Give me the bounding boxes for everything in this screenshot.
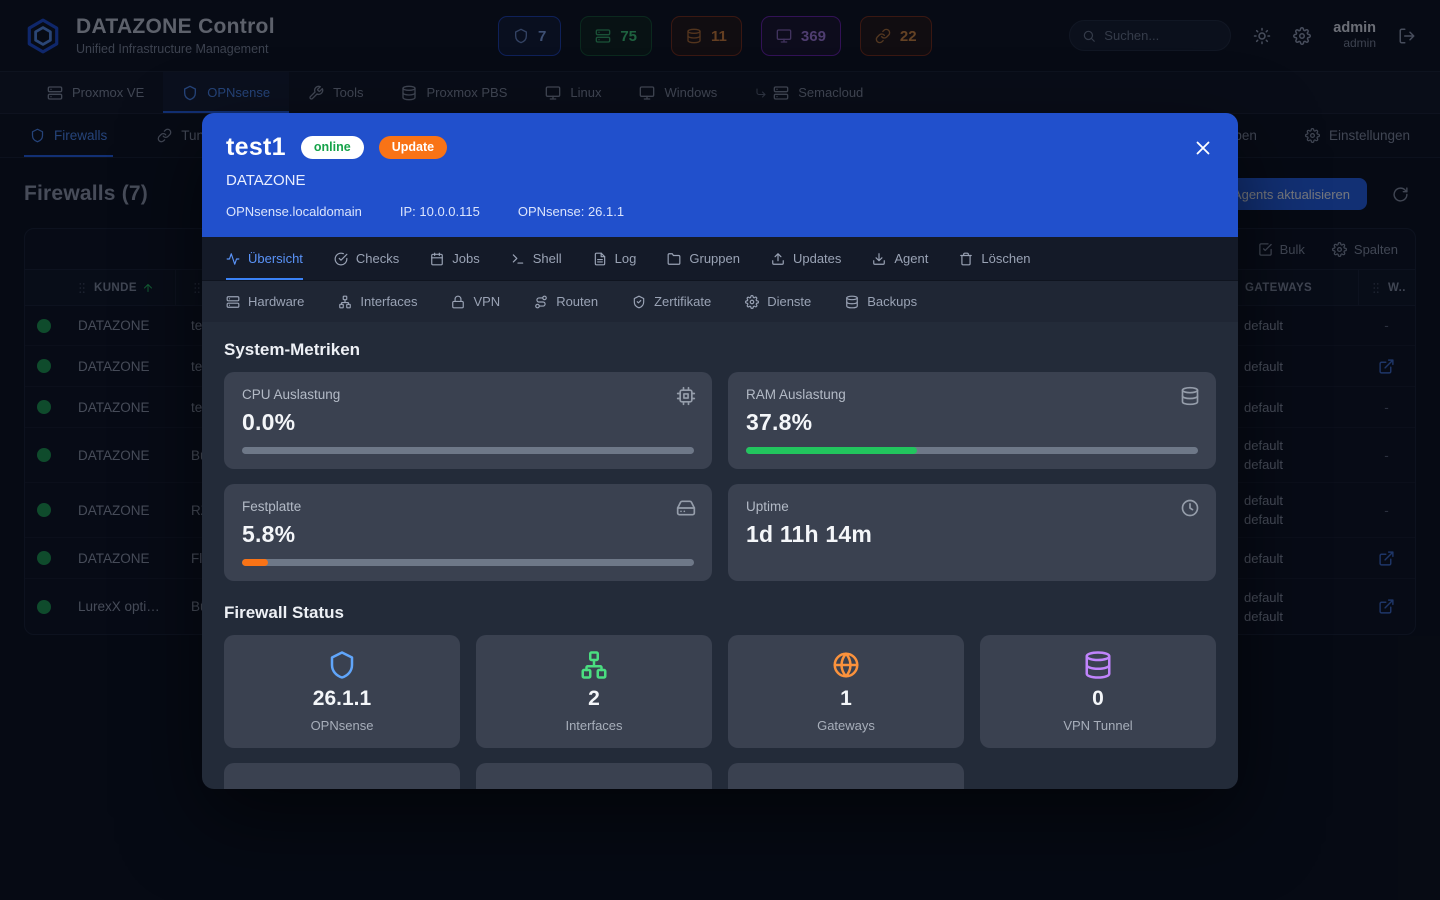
status-value: 0 (1092, 687, 1104, 710)
metric-card-ram: RAM Auslastung 37.8% (728, 372, 1216, 469)
subtab-hardware[interactable]: Hardware (226, 294, 304, 309)
harddrive-icon (676, 498, 696, 518)
modal-tabs: Übersicht Checks Jobs Shell Log Gruppen (202, 237, 1238, 281)
online-status-badge: online (300, 136, 364, 159)
database-icon (1180, 386, 1200, 406)
status-cards-grid: 26.1.1 OPNsense 2 Interfaces 1 Gateways … (224, 635, 1216, 748)
lock-icon (451, 295, 465, 309)
upload-icon (771, 252, 785, 266)
metric-value: 1d 11h 14m (746, 521, 873, 547)
database-icon (1083, 650, 1113, 680)
status-label: Interfaces (565, 718, 623, 733)
database-icon (845, 295, 859, 309)
status-card-opnsense: 26.1.1 OPNsense (224, 635, 460, 748)
modal-title: test1 (226, 133, 286, 161)
clock-icon (1180, 498, 1200, 518)
terminal-icon (511, 252, 525, 266)
metric-value: 0.0% (242, 409, 296, 435)
metric-label: CPU Auslastung (242, 387, 341, 402)
cpu-icon (676, 386, 696, 406)
shield-icon (327, 650, 357, 680)
status-card-partial (224, 763, 460, 789)
tab-shell[interactable]: Shell (511, 237, 562, 280)
metrics-heading: System-Metriken (224, 340, 361, 359)
status-cards-grid-row2 (224, 763, 1216, 789)
modal-subtabs: Hardware Interfaces VPN Routen Zertifika… (202, 281, 1238, 322)
tab-updates[interactable]: Updates (771, 237, 841, 280)
subtab-dienste[interactable]: Dienste (745, 294, 811, 309)
network-icon (579, 650, 609, 680)
globe-icon (831, 650, 861, 680)
subtab-interfaces[interactable]: Interfaces (338, 294, 417, 309)
modal-body: System-Metriken CPU Auslastung 0.0% RAM … (202, 322, 1238, 789)
firewall-detail-modal: test1 online Update DATAZONE OPNsense.lo… (202, 113, 1238, 789)
route-icon (534, 295, 548, 309)
modal-hostname: OPNsense.localdomain (226, 204, 362, 219)
tab-agent[interactable]: Agent (872, 237, 928, 280)
metric-card-disk: Festplatte 5.8% (224, 484, 712, 581)
server-icon (226, 295, 240, 309)
check-circle-icon (334, 252, 348, 266)
status-label: Gateways (817, 718, 875, 733)
modal-info-row: OPNsense.localdomain IP: 10.0.0.115 OPNs… (226, 204, 1214, 219)
progress-track (242, 559, 694, 566)
download-icon (872, 252, 886, 266)
metrics-grid: CPU Auslastung 0.0% RAM Auslastung 37.8% (224, 372, 1216, 581)
metric-value: 37.8% (746, 409, 813, 435)
status-card-interfaces: 2 Interfaces (476, 635, 712, 748)
tab-jobs[interactable]: Jobs (430, 237, 480, 280)
status-value: 2 (588, 687, 600, 710)
gear-icon (745, 294, 760, 309)
tab-checks[interactable]: Checks (334, 237, 399, 280)
metric-label: Uptime (746, 499, 789, 514)
status-label: VPN Tunnel (1063, 718, 1133, 733)
status-value: 26.1.1 (312, 687, 372, 710)
status-card-gateways: 1 Gateways (728, 635, 964, 748)
status-card-vpn-tunnel: 0 VPN Tunnel (980, 635, 1216, 748)
close-icon[interactable] (1192, 137, 1214, 159)
subtab-routen[interactable]: Routen (534, 294, 598, 309)
metric-card-uptime: Uptime 1d 11h 14m (728, 484, 1216, 581)
metric-value: 5.8% (242, 521, 296, 547)
progress-track (746, 447, 1198, 454)
folder-icon (667, 252, 681, 266)
file-text-icon (593, 252, 607, 266)
modal-header: test1 online Update DATAZONE OPNsense.lo… (202, 113, 1238, 237)
status-value: 1 (840, 687, 852, 710)
modal-version: OPNsense: 26.1.1 (517, 204, 625, 219)
activity-icon (226, 252, 240, 266)
tab-log[interactable]: Log (593, 237, 636, 280)
tab-uebersicht[interactable]: Übersicht (226, 237, 303, 280)
progress-track (242, 447, 694, 454)
tab-gruppen[interactable]: Gruppen (667, 237, 740, 280)
subtab-vpn[interactable]: VPN (451, 294, 500, 309)
trash-icon (959, 252, 973, 266)
metric-label: Festplatte (242, 499, 302, 514)
status-label: OPNsense (310, 718, 374, 733)
metric-label: RAM Auslastung (746, 387, 846, 402)
status-card-partial (728, 763, 964, 789)
progress-fill (746, 447, 917, 454)
subtab-zertifikate[interactable]: Zertifikate (632, 294, 711, 309)
firewall-status-heading: Firewall Status (224, 603, 344, 622)
calendar-icon (430, 252, 444, 266)
modal-customer: DATAZONE (226, 172, 306, 189)
tab-loeschen[interactable]: Löschen (959, 237, 1031, 280)
status-card-partial (476, 763, 712, 789)
metric-card-cpu: CPU Auslastung 0.0% (224, 372, 712, 469)
update-badge-button[interactable]: Update (378, 136, 448, 159)
subtab-backups[interactable]: Backups (845, 294, 917, 309)
modal-ip: IP: 10.0.0.115 (399, 204, 480, 219)
progress-fill (242, 559, 269, 566)
network-icon (338, 295, 352, 309)
shield-check-icon (632, 295, 646, 309)
